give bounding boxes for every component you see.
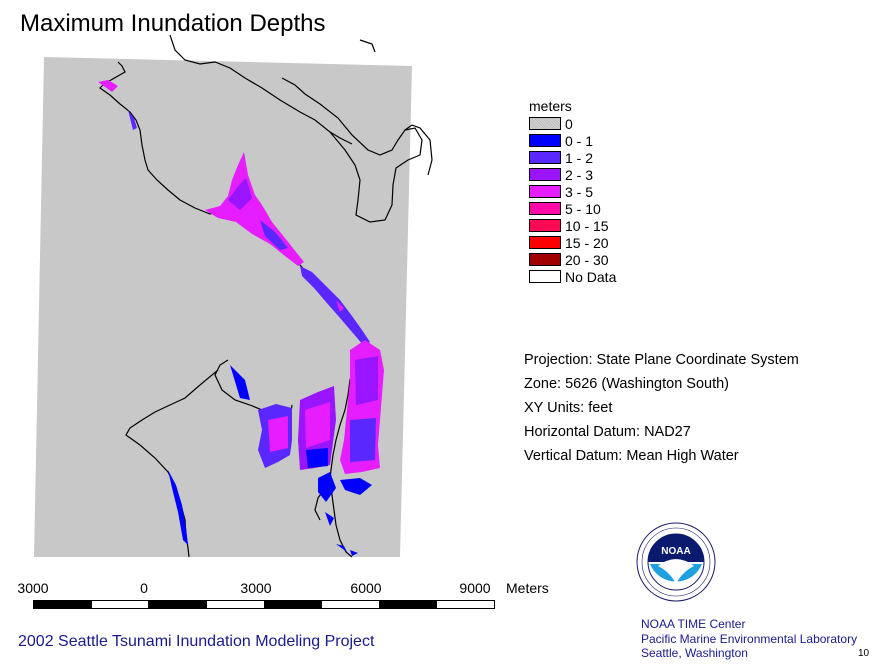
scale-bar: 3000 0 3000 6000 9000 Meters bbox=[0, 580, 560, 616]
scale-tick-label: 3000 bbox=[17, 580, 49, 596]
legend-label: 0 - 1 bbox=[565, 132, 594, 149]
inundation-areas bbox=[98, 80, 384, 556]
legend-item: 1 - 2 bbox=[529, 149, 616, 166]
credits: NOAA TIME Center Pacific Marine Environm… bbox=[641, 617, 857, 661]
metadata-zone: Zone: 5626 (Washington South) bbox=[524, 376, 730, 392]
legend-label: 0 bbox=[565, 115, 573, 132]
legend-label: No Data bbox=[565, 268, 617, 285]
legend-item: 15 - 20 bbox=[529, 234, 616, 251]
scale-tick-label: 6000 bbox=[350, 580, 382, 596]
legend-label: 3 - 5 bbox=[565, 183, 594, 200]
logo-text: NOAA bbox=[661, 546, 690, 557]
page-number: 10 bbox=[858, 648, 870, 659]
metadata-vertical-datum: Vertical Datum: Mean High Water bbox=[524, 448, 739, 464]
legend-item: 3 - 5 bbox=[529, 183, 616, 200]
legend-swatch bbox=[529, 151, 561, 164]
legend-label: 5 - 10 bbox=[565, 200, 601, 217]
metadata-xy-units: XY Units: feet bbox=[524, 400, 613, 416]
noaa-logo: NOAA bbox=[636, 522, 716, 602]
legend-swatch bbox=[529, 134, 561, 147]
legend-swatch bbox=[529, 253, 561, 266]
legend-label: 20 - 30 bbox=[565, 251, 609, 268]
legend-swatch bbox=[529, 185, 561, 198]
legend-item: No Data bbox=[529, 268, 616, 285]
legend-swatch bbox=[529, 117, 561, 130]
legend-label: 1 - 2 bbox=[565, 149, 594, 166]
credit-line: Seattle, Washington bbox=[641, 646, 748, 660]
legend-swatch bbox=[529, 168, 561, 181]
metadata-horizontal-datum: Horizontal Datum: NAD27 bbox=[524, 424, 691, 440]
metadata-projection: Projection: State Plane Coordinate Syste… bbox=[524, 352, 799, 368]
project-name: 2002 Seattle Tsunami Inundation Modeling… bbox=[18, 633, 375, 650]
legend-item: 5 - 10 bbox=[529, 200, 616, 217]
legend-label: 10 - 15 bbox=[565, 217, 609, 234]
legend-swatch bbox=[529, 236, 561, 249]
scale-tick-label: 0 bbox=[140, 580, 148, 596]
legend-item: 0 bbox=[529, 115, 616, 132]
legend-label: 15 - 20 bbox=[565, 234, 609, 251]
credit-line: NOAA TIME Center bbox=[641, 617, 746, 631]
scale-bar-graphic bbox=[33, 600, 495, 609]
scale-unit: Meters bbox=[506, 580, 549, 596]
legend-item: 20 - 30 bbox=[529, 251, 616, 268]
scale-tick-label: 3000 bbox=[240, 580, 272, 596]
legend-label: 2 - 3 bbox=[565, 166, 594, 183]
legend-item: 10 - 15 bbox=[529, 217, 616, 234]
map-metadata: Projection: State Plane Coordinate Syste… bbox=[524, 348, 799, 468]
legend-swatch bbox=[529, 219, 561, 232]
legend-item: 0 - 1 bbox=[529, 132, 616, 149]
legend-swatch bbox=[529, 202, 561, 215]
legend-item: 2 - 3 bbox=[529, 166, 616, 183]
legend-swatch bbox=[529, 270, 561, 283]
legend-title: meters bbox=[529, 98, 572, 114]
credit-line: Pacific Marine Environmental Laboratory bbox=[641, 631, 858, 646]
scale-tick-label: 9000 bbox=[459, 580, 491, 596]
map-title: Maximum Inundation Depths bbox=[20, 10, 326, 37]
